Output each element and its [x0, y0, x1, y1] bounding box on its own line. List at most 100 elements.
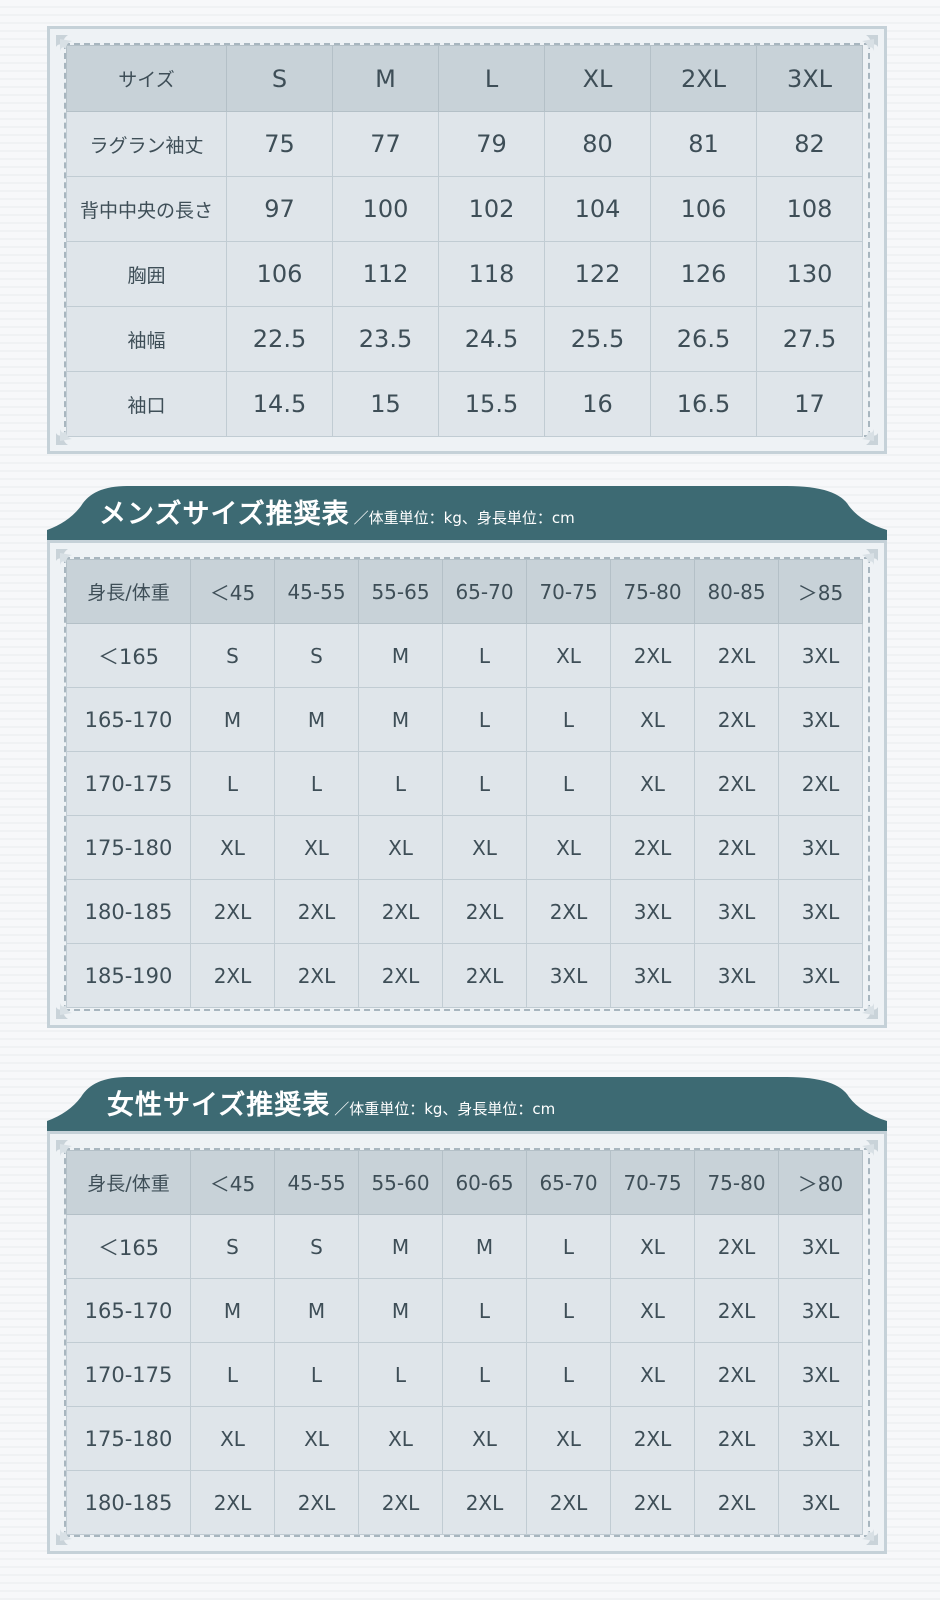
row-header-cell: 180-185 — [66, 879, 191, 944]
table-cell: 108 — [756, 176, 863, 242]
mens-banner-shape — [47, 486, 887, 542]
table-cell: 22.5 — [226, 306, 333, 372]
table-cell: 2XL — [442, 1470, 527, 1535]
table-cell: L — [274, 1342, 359, 1407]
table-cell: M — [358, 687, 443, 752]
column-header-cell: 45-55 — [274, 1150, 359, 1215]
table-cell: 2XL — [274, 879, 359, 944]
table-cell: L — [526, 751, 611, 816]
column-header-cell: M — [332, 45, 439, 112]
column-header-cell: 75-80 — [610, 559, 695, 624]
table-cell: 2XL — [358, 879, 443, 944]
table-cell: 104 — [544, 176, 651, 242]
column-header-cell: 55-65 — [358, 559, 443, 624]
table-row: ＜165 S S M L XL 2XL 2XL 3XL — [66, 623, 863, 688]
column-header-cell: 75-80 — [694, 1150, 779, 1215]
table-cell: XL — [526, 815, 611, 880]
table-cell: 106 — [650, 176, 757, 242]
table-cell: S — [274, 623, 359, 688]
table-cell: 112 — [332, 241, 439, 307]
row-header-cell: 胸囲 — [66, 241, 227, 307]
row-header-cell: 170-175 — [66, 1342, 191, 1407]
corner-ornament-icon — [852, 1138, 880, 1166]
table-cell: 81 — [650, 111, 757, 177]
table-cell: 3XL — [526, 943, 611, 1008]
table-cell: 82 — [756, 111, 863, 177]
table-row: 180-185 2XL 2XL 2XL 2XL 2XL 2XL 2XL 3XL — [66, 1470, 863, 1535]
table-cell: L — [442, 1342, 527, 1407]
table-cell: 2XL — [694, 1470, 779, 1535]
table-cell: 2XL — [694, 751, 779, 816]
table-cell: 75 — [226, 111, 333, 177]
table-cell: L — [526, 687, 611, 752]
corner-header-cell: 身長/体重 — [66, 1150, 191, 1215]
table-cell: 3XL — [778, 687, 863, 752]
row-header-cell: 180-185 — [66, 1470, 191, 1535]
corner-ornament-icon — [54, 993, 82, 1021]
table-cell: M — [358, 1214, 443, 1279]
column-header-cell: 45-55 — [274, 559, 359, 624]
table-cell: 2XL — [694, 1342, 779, 1407]
corner-header-cell: サイズ — [66, 45, 227, 112]
table-cell: L — [190, 751, 275, 816]
table-cell: 2XL — [526, 879, 611, 944]
column-header-cell: 80-85 — [694, 559, 779, 624]
table-cell: M — [358, 1278, 443, 1343]
table-cell: 2XL — [190, 943, 275, 1008]
table-cell: 102 — [438, 176, 545, 242]
table-cell: 14.5 — [226, 371, 333, 437]
table-cell: 2XL — [778, 751, 863, 816]
table-cell: XL — [190, 1406, 275, 1471]
table-cell: M — [358, 623, 443, 688]
table-cell: 3XL — [778, 1278, 863, 1343]
table-cell: L — [274, 751, 359, 816]
table-cell: 2XL — [610, 1406, 695, 1471]
table-cell: S — [190, 623, 275, 688]
row-header-cell: 170-175 — [66, 751, 191, 816]
table-row: 175-180 XL XL XL XL XL 2XL 2XL 3XL — [66, 815, 863, 880]
column-header-cell: 65-70 — [442, 559, 527, 624]
table-row: ラグラン袖丈 75 77 79 80 81 82 — [66, 111, 863, 177]
table-cell: 2XL — [694, 623, 779, 688]
header-row: 身長/体重 ＜45 45-55 55-60 60-65 65-70 70-75 75-80 ＞8… — [66, 1150, 863, 1215]
row-header-cell: 185-190 — [66, 943, 191, 1008]
panel-dashed-frame — [64, 557, 870, 1011]
table-cell: XL — [610, 1342, 695, 1407]
mens-recommendation-panel: 身長/体重 ＜45 45-55 55-65 65-70 70-75 75-80 80-85 ＞8… — [47, 540, 887, 1028]
row-header-cell: 165-170 — [66, 687, 191, 752]
header-row: 身長/体重 ＜45 45-55 55-65 65-70 70-75 75-80 80-85 ＞8… — [66, 559, 863, 624]
table-cell: L — [442, 751, 527, 816]
row-header-cell: 袖幅 — [66, 306, 227, 372]
table-row: 背中中央の長さ 97 100 102 104 106 108 — [66, 176, 863, 242]
column-header-cell: 2XL — [650, 45, 757, 112]
table-cell: 100 — [332, 176, 439, 242]
table-cell: 2XL — [610, 1470, 695, 1535]
table-cell: 3XL — [778, 879, 863, 944]
row-header-cell: 175-180 — [66, 815, 191, 880]
table-cell: 15 — [332, 371, 439, 437]
table-cell: 3XL — [694, 943, 779, 1008]
table-cell: S — [190, 1214, 275, 1279]
table-row: 175-180 XL XL XL XL XL 2XL 2XL 3XL — [66, 1406, 863, 1471]
table-row: 170-175 L L L L L XL 2XL 3XL — [66, 1342, 863, 1407]
table-cell: 3XL — [778, 1342, 863, 1407]
panel-dashed-frame — [64, 1148, 870, 1537]
womens-recommendation-panel: 身長/体重 ＜45 45-55 55-60 60-65 65-70 70-75 75-80 ＞8… — [47, 1131, 887, 1554]
table-cell: L — [442, 687, 527, 752]
column-header-cell: 70-75 — [610, 1150, 695, 1215]
column-header-cell: L — [438, 45, 545, 112]
column-header-cell: ＞80 — [778, 1150, 863, 1215]
table-row: 袖口 14.5 15 15.5 16 16.5 17 — [66, 371, 863, 437]
table-cell: M — [442, 1214, 527, 1279]
header-row: サイズ S M L XL 2XL 3XL — [66, 45, 863, 112]
table-cell: 16.5 — [650, 371, 757, 437]
table-cell: 2XL — [694, 1406, 779, 1471]
table-cell: M — [274, 1278, 359, 1343]
corner-ornament-icon — [852, 1519, 880, 1547]
table-cell: XL — [610, 1214, 695, 1279]
corner-ornament-icon — [852, 419, 880, 447]
womens-banner: 女性サイズ推奨表 ／体重単位：kg、身長単位：cm — [47, 1077, 887, 1133]
table-cell: XL — [274, 1406, 359, 1471]
table-cell: 3XL — [610, 943, 695, 1008]
table-row: 165-170 M M M L L XL 2XL 3XL — [66, 1278, 863, 1343]
